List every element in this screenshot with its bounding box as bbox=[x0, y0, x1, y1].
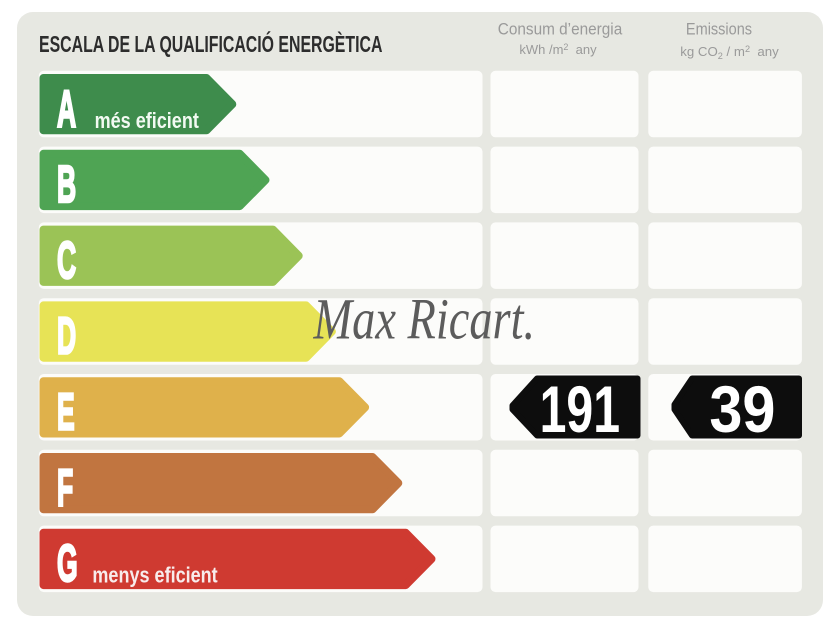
svg-text:Emissions: Emissions bbox=[686, 21, 752, 39]
svg-text:D: D bbox=[57, 307, 76, 365]
svg-text:G: G bbox=[57, 534, 78, 592]
svg-text:A: A bbox=[57, 80, 76, 138]
svg-text:Consum d’energia: Consum d’energia bbox=[498, 21, 623, 39]
svg-text:ESCALA DE LA QUALIFICACIÓ ENER: ESCALA DE LA QUALIFICACIÓ ENERGÈTICA bbox=[39, 30, 382, 58]
svg-text:més eficient: més eficient bbox=[95, 109, 200, 133]
svg-text:191: 191 bbox=[540, 374, 620, 447]
svg-text:39: 39 bbox=[709, 373, 775, 447]
svg-text:kg CO2 / m2 any: kg CO2 / m2 any bbox=[680, 44, 779, 61]
svg-text:Max Ricart.: Max Ricart. bbox=[313, 288, 535, 352]
svg-text:C: C bbox=[57, 231, 76, 289]
svg-text:B: B bbox=[57, 155, 76, 213]
svg-text:menys eficient: menys eficient bbox=[92, 564, 218, 588]
svg-text:E: E bbox=[57, 383, 75, 441]
svg-text:kWh /m2 any: kWh /m2 any bbox=[519, 42, 597, 57]
svg-text:F: F bbox=[57, 459, 73, 517]
